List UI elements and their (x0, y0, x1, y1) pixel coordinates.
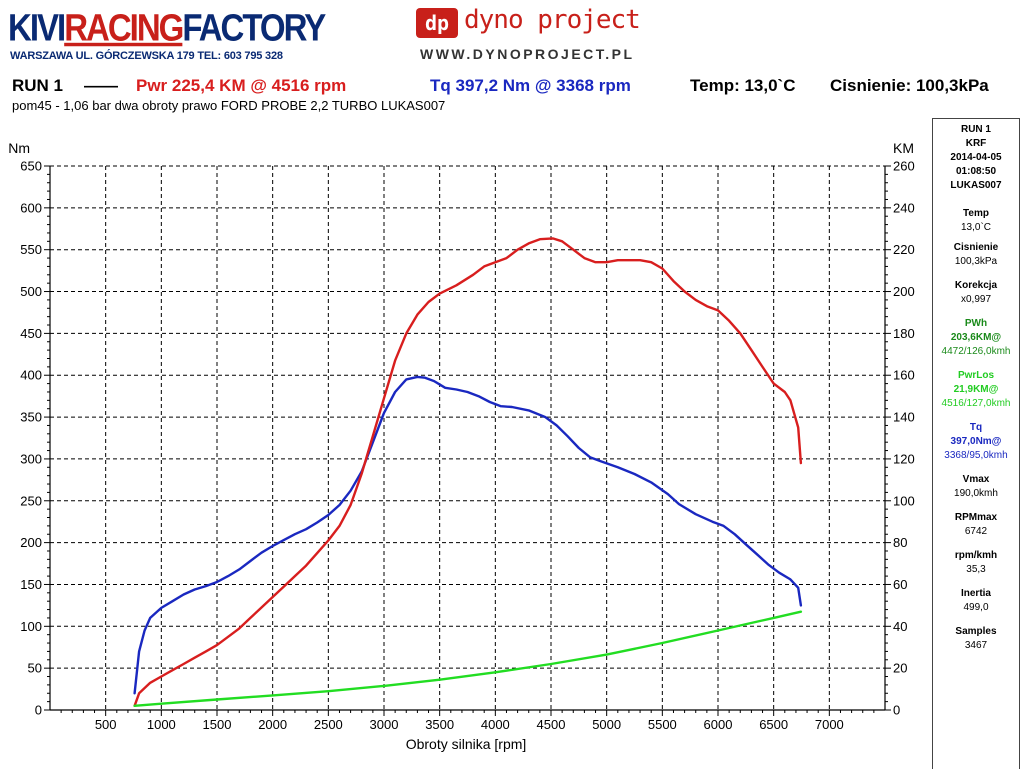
y-right-tick-label: 180 (893, 326, 915, 341)
y-right-tick-label: 220 (893, 242, 915, 257)
x-axis-title: Obroty silnika [rpm] (406, 736, 527, 752)
logo-url: WWW.DYNOPROJECT.PL (420, 46, 635, 62)
series-line-pwrlos (133, 610, 803, 707)
y-right-tick-label: 0 (893, 703, 900, 718)
chart-ticks: 500 1000 1500 2000 2500 3000 3500 4000 4500 5000 5… (20, 159, 914, 733)
dyno-project-logo: dp dyno project WWW.DYNOPROJECT.PL (416, 5, 646, 66)
y-left-tick-label: 350 (20, 410, 42, 425)
y-left-tick-label: 50 (28, 661, 42, 676)
y-axis-left-title: Nm (8, 140, 30, 156)
y-left-tick-label: 550 (20, 242, 42, 257)
y-right-tick-label: 200 (893, 284, 915, 299)
header: KIVIRACINGFACTORY WARSZAWA UL. GÓRCZEWSK… (0, 0, 1024, 70)
chart-series (133, 237, 803, 707)
panel-pressure-value: 100,3kPa (954, 256, 998, 267)
x-tick-label: 2000 (258, 717, 287, 732)
panel-pwh-value: 203,6KM@ (950, 332, 1002, 343)
summary-row: RUN 1 —— Pwr 225,4 KM @ 4516 rpm Tq 397,… (0, 76, 1024, 98)
panel-temp-value: 13,0`C (960, 222, 991, 233)
panel-rpmmax-label: RPMmax (954, 512, 998, 523)
panel-rpmkmh-label: rpm/kmh (954, 550, 998, 561)
series-line-pwr (133, 237, 803, 707)
panel-pwrlos-detail: 4516/127,0kmh (941, 398, 1011, 409)
x-tick-label: 5500 (648, 717, 677, 732)
panel-pwrlos-label: PwrLos (957, 370, 995, 381)
panel-temp-label: Temp (963, 208, 989, 219)
y-right-tick-label: 140 (893, 410, 915, 425)
panel-pressure-label: Cisnienie (953, 242, 999, 253)
pressure-summary: Cisnienie: 100,3kPa (830, 76, 989, 95)
panel-run: RUN 1 (960, 124, 991, 135)
panel-pwh-label: PWh (964, 318, 988, 329)
y-right-tick-label: 60 (893, 577, 907, 592)
panel-code: KRF (965, 138, 987, 149)
y-left-tick-label: 200 (20, 535, 42, 550)
y-left-tick-label: 0 (35, 703, 42, 718)
logo-address: WARSZAWA UL. GÓRCZEWSKA 179 TEL: 603 795… (10, 50, 283, 62)
x-tick-label: 4000 (481, 717, 510, 732)
y-left-tick-label: 100 (20, 619, 42, 634)
y-right-tick-label: 100 (893, 493, 915, 508)
y-right-tick-label: 80 (893, 535, 907, 550)
y-left-tick-label: 150 (20, 577, 42, 592)
x-tick-label: 2500 (314, 717, 343, 732)
x-tick-label: 6000 (704, 717, 733, 732)
x-tick-label: 7000 (815, 717, 844, 732)
panel-pwrlos-value: 21,9KM@ (953, 384, 999, 395)
kivi-racing-factory-logo: KIVIRACINGFACTORY WARSZAWA UL. GÓRCZEWSK… (8, 6, 326, 62)
torque-summary: Tq 397,2 Nm @ 3368 rpm (430, 76, 631, 95)
panel-korekcja-label: Korekcja (954, 280, 998, 291)
y-left-tick-label: 600 (20, 200, 42, 215)
x-tick-label: 500 (95, 717, 117, 732)
y-left-tick-label: 250 (20, 493, 42, 508)
panel-inertia-value: 499,0 (963, 602, 989, 613)
x-tick-label: 5000 (592, 717, 621, 732)
y-right-tick-label: 40 (893, 619, 907, 634)
y-left-tick-label: 300 (20, 451, 42, 466)
legend-line-sample: —— (84, 76, 118, 95)
x-tick-label: 3000 (370, 717, 399, 732)
y-left-tick-label: 650 (20, 159, 42, 174)
y-axis-right-title: KM (893, 140, 914, 156)
run-label: RUN 1 (12, 76, 64, 95)
run-info-panel: RUN 1 KRF 2014-04-05 01:08:50 LUKAS007 T… (932, 118, 1020, 769)
y-right-tick-label: 20 (893, 661, 907, 676)
panel-inertia-label: Inertia (960, 588, 991, 599)
panel-tq-value: 397,0Nm@ (950, 436, 1002, 447)
panel-vmax-label: Vmax (962, 474, 990, 485)
dyno-chart: 500 1000 1500 2000 2500 3000 3500 4000 4500 5000 5… (8, 140, 914, 752)
panel-rpmmax-value: 6742 (964, 526, 988, 537)
x-tick-label: 4500 (537, 717, 566, 732)
run-description: pom45 - 1,06 bar dwa obroty prawo FORD P… (12, 98, 446, 113)
panel-tq-detail: 3368/95,0kmh (944, 450, 1008, 461)
panel-vmax-value: 190,0kmh (954, 488, 998, 499)
x-tick-label: 3500 (425, 717, 454, 732)
y-right-tick-label: 240 (893, 200, 915, 215)
chart-axes (49, 166, 886, 711)
y-left-tick-label: 500 (20, 284, 42, 299)
panel-korekcja-value: x0,997 (960, 294, 992, 305)
panel-rpmkmh-value: 35,3 (966, 564, 986, 575)
y-right-tick-label: 120 (893, 451, 915, 466)
panel-pwh-detail: 4472/126,0kmh (941, 346, 1011, 357)
x-tick-label: 1000 (147, 717, 176, 732)
x-tick-label: 6500 (759, 717, 788, 732)
power-summary: Pwr 225,4 KM @ 4516 rpm (136, 76, 347, 95)
temperature-summary: Temp: 13,0`C (690, 76, 796, 95)
y-right-tick-label: 260 (893, 159, 915, 174)
panel-user: LUKAS007 (950, 180, 1002, 191)
panel-time: 01:08:50 (955, 166, 997, 177)
series-line-tq (133, 375, 803, 695)
x-tick-label: 1500 (203, 717, 232, 732)
panel-date: 2014-04-05 (950, 152, 1002, 163)
panel-samples-label: Samples (955, 626, 997, 637)
chart-grid (50, 165, 885, 710)
panel-tq-label: Tq (969, 422, 983, 433)
y-left-tick-label: 400 (20, 368, 42, 383)
y-left-tick-label: 450 (20, 326, 42, 341)
y-right-tick-label: 160 (893, 368, 915, 383)
panel-samples-value: 3467 (964, 640, 988, 651)
